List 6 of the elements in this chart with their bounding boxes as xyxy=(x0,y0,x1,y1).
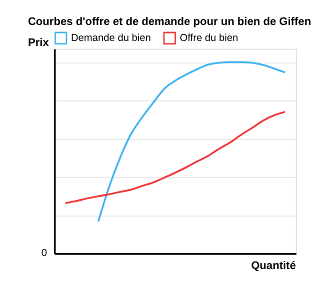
chart-title: Courbes d'offre et de demande pour un bien de Giffen xyxy=(28,16,312,28)
y-axis-title: Prix xyxy=(28,37,50,50)
legend-label: Demande du bien xyxy=(70,32,151,44)
legend-label: Offre du bien xyxy=(180,32,238,44)
x-axis-title: Quantité xyxy=(251,260,296,272)
text: 0 xyxy=(41,248,48,260)
